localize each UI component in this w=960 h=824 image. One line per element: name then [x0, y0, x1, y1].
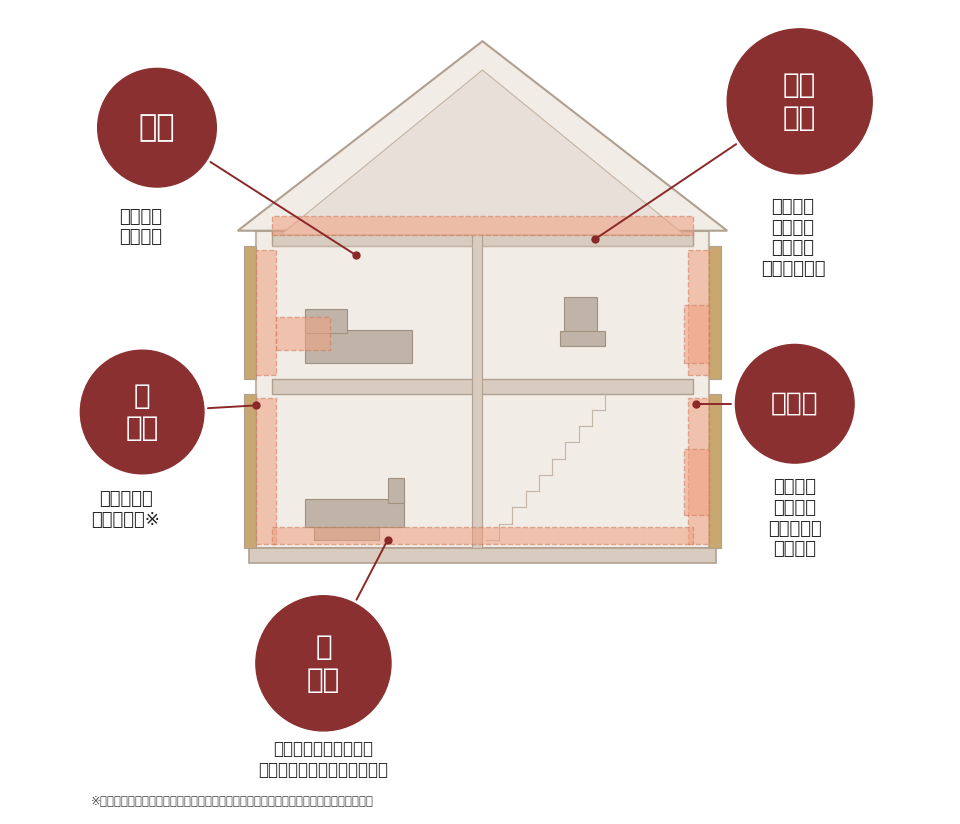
Bar [684, 305, 709, 363]
Circle shape [735, 344, 854, 463]
Bar [273, 216, 692, 235]
Text: 断熱材を
吹き込む
吹込み用
グラスウール: 断熱材を 吹き込む 吹込み用 グラスウール [761, 198, 826, 279]
Bar [256, 231, 709, 548]
Bar [305, 309, 347, 333]
Text: 床
断熱: 床 断熱 [307, 633, 340, 694]
Text: 開口部: 開口部 [771, 391, 819, 417]
Bar [276, 317, 330, 350]
Text: カバー工法
外張り断熱※: カバー工法 外張り断熱※ [91, 490, 160, 529]
Text: 内窓設置
外窓交換
ガラス交換
ドア交換: 内窓設置 外窓交換 ガラス交換 ドア交換 [768, 478, 822, 559]
Bar [305, 330, 413, 363]
Text: 壁
断熱: 壁 断熱 [126, 382, 158, 442]
Text: 天井
断熱: 天井 断熱 [783, 71, 816, 132]
Circle shape [81, 350, 204, 474]
Text: ※スケルトンリフォームの場合は既存の外装を撤去した後、外張り断熱施工を行います。: ※スケルトンリフォームの場合は既存の外装を撤去した後、外張り断熱施工を行います。 [91, 794, 374, 808]
Bar [273, 231, 692, 246]
Bar [709, 246, 721, 379]
Bar [256, 250, 276, 375]
Bar [388, 478, 404, 503]
Bar [314, 527, 379, 540]
Bar [560, 331, 605, 346]
Text: 換気: 換気 [139, 113, 176, 143]
Bar [471, 231, 482, 548]
Bar [709, 394, 721, 548]
Bar [273, 379, 692, 394]
Bar [305, 499, 404, 527]
Bar [688, 250, 709, 375]
Circle shape [728, 29, 873, 174]
Polygon shape [280, 70, 684, 235]
Text: 計画換気
システム: 計画換気 システム [119, 208, 162, 246]
Bar [245, 246, 256, 379]
Bar [245, 394, 256, 548]
Circle shape [256, 596, 391, 731]
Polygon shape [238, 41, 728, 231]
Bar [564, 297, 597, 334]
Bar [256, 398, 276, 544]
Bar [273, 527, 692, 544]
Bar [688, 398, 709, 544]
Text: スプレーで吹き付ける
吹付け硬質ウレタンフォーム: スプレーで吹き付ける 吹付け硬質ウレタンフォーム [258, 740, 389, 779]
Circle shape [98, 68, 216, 187]
Bar [684, 449, 709, 515]
Bar [250, 548, 715, 563]
